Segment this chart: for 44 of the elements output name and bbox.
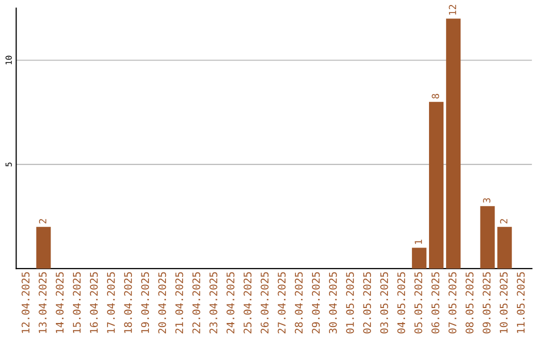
x-tick-label: 05.05.2025	[414, 272, 422, 334]
x-tick-label: 07.05.2025	[448, 272, 456, 334]
y-tick-label: 10	[6, 56, 12, 64]
x-tick-label: 27.04.2025	[278, 272, 286, 334]
bar	[497, 226, 512, 269]
x-tick-label: 24.04.2025	[226, 272, 234, 334]
data-label: 12	[448, 4, 456, 15]
bar	[446, 18, 461, 269]
x-tick-label: 02.05.2025	[363, 272, 372, 334]
x-tick-label: 17.04.2025	[106, 272, 115, 333]
x-tick-label: 12.04.2025	[22, 272, 30, 333]
x-tick-label: 21.04.2025	[175, 272, 184, 334]
x-tick-label: 13.04.2025	[38, 272, 47, 333]
x-tick-label: 16.04.2025	[90, 272, 98, 333]
data-label: 1	[414, 240, 422, 244]
x-tick-label: 18.04.2025	[124, 272, 132, 333]
x-tick-label: 20.04.2025	[158, 272, 166, 334]
bar	[412, 248, 426, 269]
x-tick-label: 26.04.2025	[260, 272, 269, 334]
bar	[429, 102, 444, 269]
x-tick-label: 25.04.2025	[244, 272, 252, 334]
x-tick-label: 22.04.2025	[192, 272, 200, 334]
x-tick-label: 01.05.2025	[346, 272, 354, 334]
x-tick-label: 09.05.2025	[482, 272, 491, 334]
x-tick-label: 08.05.2025	[466, 272, 474, 334]
data-label: 2	[500, 219, 508, 224]
x-tick-label: 10.05.2025	[500, 272, 508, 333]
x-tick-label: 30.04.2025	[328, 272, 337, 334]
x-tick-label: 19.04.2025	[141, 272, 150, 333]
data-label: 2	[39, 219, 46, 224]
x-tick-label: 06.05.2025	[431, 272, 440, 334]
y-tick-label: 5	[6, 162, 12, 166]
bar	[480, 206, 495, 269]
x-tick-label: 14.04.2025	[56, 272, 64, 333]
x-tick-label: 04.05.2025	[397, 272, 406, 334]
data-label: 8	[432, 94, 440, 99]
x-tick-label: 03.05.2025	[380, 272, 388, 334]
x-tick-label: 29.04.2025	[312, 272, 320, 334]
x-tick-label: 11.05.2025	[516, 272, 525, 333]
x-tick-label: 15.04.2025	[72, 272, 81, 333]
bar	[36, 226, 51, 269]
x-tick-label: 23.04.2025	[209, 272, 218, 334]
x-tick-label: 28.04.2025	[294, 272, 303, 334]
data-label: 3	[482, 198, 490, 203]
